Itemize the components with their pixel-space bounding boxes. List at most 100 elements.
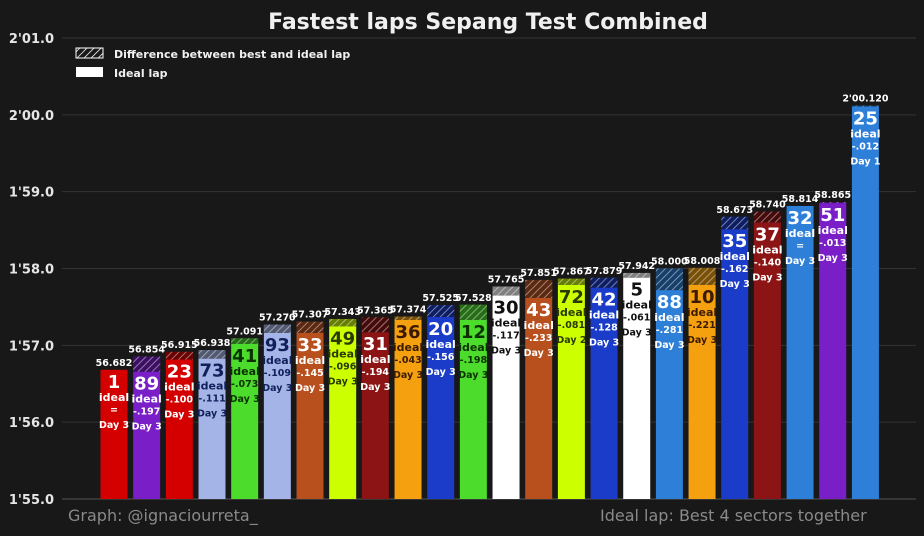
day-label: Day 3 (295, 383, 325, 394)
ideal-lap-bar (296, 332, 324, 499)
best-lap-label: 56.854 (128, 345, 165, 356)
difference-hatch (329, 318, 357, 327)
rider-number: 30 (494, 298, 519, 319)
day-label: Day 3 (785, 256, 815, 267)
ideal-label: ideal (262, 354, 292, 367)
best-lap-label: 57.851 (520, 268, 557, 279)
difference-hatch (753, 211, 781, 223)
difference-hatch (688, 267, 716, 285)
bar-group-5 (623, 272, 651, 499)
difference-hatch (361, 317, 389, 333)
difference-hatch (851, 105, 879, 107)
difference-hatch (819, 202, 847, 204)
bar-group-43 (525, 279, 553, 499)
bar-group-20 (427, 304, 455, 499)
day-label: Day 3 (622, 328, 652, 339)
difference-hatch (459, 304, 487, 320)
diff-label: -.233 (525, 333, 552, 344)
rider-number: 49 (330, 328, 355, 349)
diff-label: -.043 (394, 355, 421, 366)
bar-group-72 (557, 278, 585, 499)
day-label: Day 3 (654, 340, 684, 351)
y-tick-label: 1'59.0 (9, 186, 54, 201)
best-lap-label: 57.307 (292, 310, 329, 321)
best-lap-label: 57.867 (553, 267, 590, 278)
diff-label: -.096 (329, 361, 357, 372)
day-label: Day 3 (262, 383, 292, 394)
ideal-lap-bar (819, 203, 847, 499)
ideal-label: ideal (556, 306, 586, 319)
best-lap-label: 56.682 (96, 358, 133, 369)
diff-label: -.109 (264, 368, 291, 379)
ideal-label: ideal (360, 353, 390, 366)
bar-group-30 (492, 286, 520, 499)
ideal-lap-bar (721, 229, 749, 499)
ideal-lap-bar (525, 297, 553, 499)
ideal-label: ideal (524, 319, 554, 332)
difference-hatch (231, 338, 259, 344)
difference-hatch (133, 356, 161, 372)
rider-number: 5 (630, 280, 643, 301)
diff-label: -.198 (460, 355, 488, 366)
diff-label: -.013 (819, 238, 846, 249)
ideal-lap-bar (688, 284, 716, 499)
best-lap-label: 58.814 (782, 194, 819, 205)
ideal-lap-bar (263, 332, 291, 499)
ideal-label: ideal (622, 299, 652, 312)
best-lap-label: 56.915 (161, 340, 198, 351)
legend-swatch-ideal (76, 67, 103, 77)
ideal-label: ideal (458, 341, 488, 354)
difference-hatch (623, 272, 651, 278)
bar-group-31 (361, 317, 389, 499)
diff-label: = (796, 241, 804, 252)
legend-swatch-difference (75, 47, 104, 59)
best-lap-label: 57.879 (586, 266, 623, 277)
y-tick-label: 1'57.0 (9, 339, 54, 354)
ideal-lap-bar (100, 369, 128, 499)
best-lap-label: 57.365 (357, 305, 394, 316)
best-lap-label: 58.865 (814, 190, 851, 201)
y-tick-label: 2'01.0 (9, 32, 54, 47)
ideal-label: ideal (654, 311, 684, 324)
difference-hatch (296, 321, 324, 333)
rider-number: 25 (853, 109, 878, 130)
difference-hatch (655, 268, 683, 291)
rider-number: 89 (134, 374, 159, 395)
diff-label: -.128 (590, 323, 618, 334)
best-lap-label: 57.765 (488, 275, 525, 286)
bar-group-12 (459, 304, 487, 499)
best-lap-label: 57.343 (324, 307, 361, 318)
rider-number: 12 (461, 322, 486, 343)
ideal-label: ideal (426, 338, 456, 351)
bar-group-51 (819, 202, 847, 499)
rider-number: 33 (297, 335, 322, 356)
bar-group-89 (133, 356, 161, 499)
rider-number: 72 (559, 287, 584, 308)
ideal-label: ideal (818, 224, 848, 237)
ideal-lap-bar (655, 290, 683, 499)
diff-label: -.281 (656, 325, 683, 336)
ideal-lap-bar (329, 326, 357, 499)
day-label: Day 3 (132, 422, 162, 433)
day-label: Day 3 (491, 346, 521, 357)
rider-number: 35 (722, 231, 747, 252)
bar-group-1 (100, 369, 128, 499)
rider-number: 1 (108, 372, 121, 393)
best-lap-label: 58.008 (684, 256, 721, 267)
diff-label: -.162 (721, 264, 748, 275)
day-label: Day 3 (687, 335, 717, 346)
best-lap-label: 2'00.120 (842, 94, 889, 105)
